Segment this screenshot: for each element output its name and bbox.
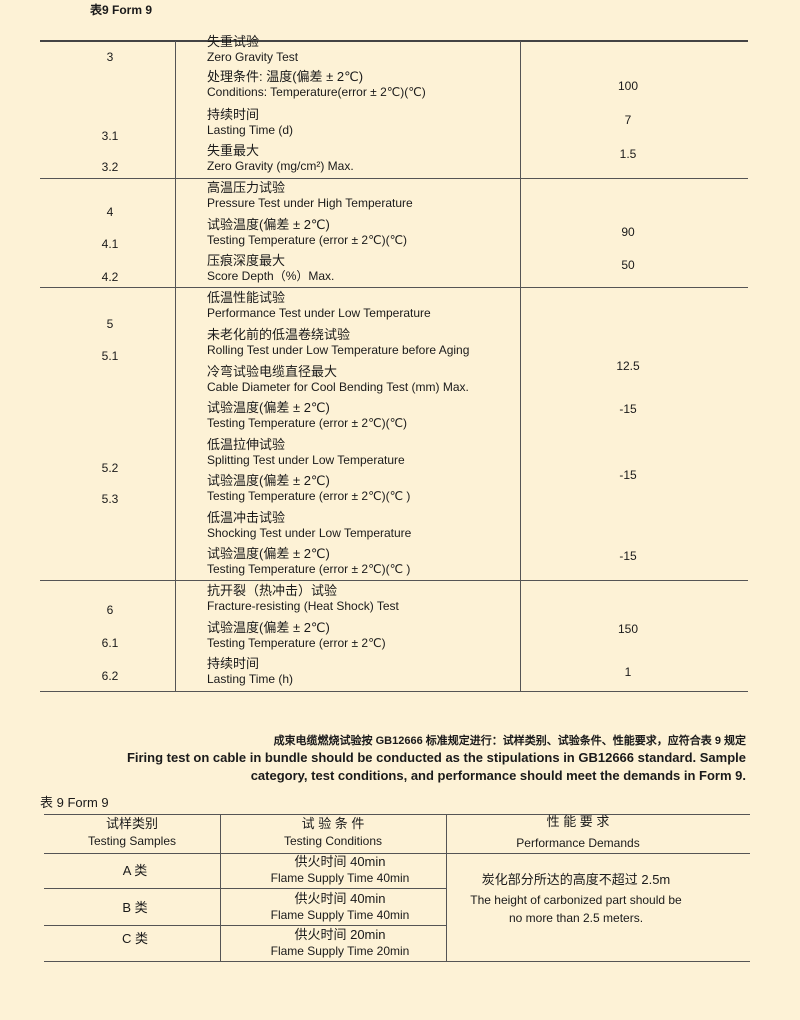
item-name-cn: 冷弯试验电缆直径最大 [207,364,338,379]
section-divider [40,580,748,581]
header-samples-cn: 试样类别 [105,816,159,831]
item-value: -15 [619,402,637,416]
top-caption: 表9 Form 9 [90,3,153,17]
item-value: 100 [617,79,639,93]
header-conditions-cn: 试 验 条 件 [301,816,365,831]
item-number: 3.1 [101,129,119,143]
item-name-cn: 试验温度(偏差 ± 2℃) [207,400,330,415]
item-name-en: Testing Temperature (error ± 2℃)(℃) [207,416,408,430]
item-name-cn: 未老化前的低温卷绕试验 [207,327,351,342]
condition-cn: 供火时间 40min [294,854,386,869]
item-number: 6.2 [101,669,119,683]
item-name-en: Zero Gravity (mg/cm²) Max. [207,159,354,173]
sample-b: B 类 [122,900,148,915]
condition-cn: 供火时间 40min [294,891,386,906]
item-name-en: Fracture-resisting (Heat Shock) Test [207,599,399,613]
item-number: 5 [106,317,114,331]
item-name-cn: 失重试验 [207,34,260,49]
demand-en-2: no more than 2.5 meters. [508,911,644,925]
item-value: 90 [621,225,635,239]
form9-bottom-rule [44,961,750,962]
item-name-cn: 试验温度(偏差 ± 2℃) [207,217,330,232]
column-divider [175,41,176,691]
item-name-cn: 高温压力试验 [207,180,286,195]
section-divider [40,287,748,288]
header-conditions-en: Testing Conditions [283,834,383,848]
item-name-en: Testing Temperature (error ± 2℃)(℃ ) [207,489,411,503]
item-name-en: Rolling Test under Low Temperature befor… [207,343,470,357]
item-name-en: Zero Gravity Test [207,50,299,64]
sample-a: A 类 [122,863,148,878]
form9-row-rule [44,888,446,889]
item-name-cn: 失重最大 [207,143,260,158]
item-number: 3 [106,50,114,64]
item-value: 12.5 [616,359,640,373]
item-name-cn: 持续时间 [207,656,260,671]
item-name-en: Score Depth（%）Max. [207,269,335,283]
demand-cn: 炭化部分所达的高度不超过 2.5m [481,872,671,887]
item-name-cn: 试验温度(偏差 ± 2℃) [207,546,330,561]
item-name-cn: 试验温度(偏差 ± 2℃) [207,473,330,488]
item-name-cn: 抗开裂（热冲击）试验 [207,583,338,598]
form9-caption: 表 9 Form 9 [40,795,109,810]
item-name-cn: 持续时间 [207,107,260,122]
form9-row-rule [44,925,446,926]
item-name-en: Testing Temperature (error ± 2℃)(℃) [207,233,408,247]
item-name-en: Testing Temperature (error ± 2℃)(℃ ) [207,562,411,576]
item-name-cn: 处理条件: 温度(偏差 ± 2℃) [207,69,364,84]
form9-top-rule [44,814,750,815]
item-name-en: Lasting Time (d) [207,123,294,137]
item-value: -15 [619,549,637,563]
header-samples-en: Testing Samples [87,834,177,848]
item-number: 4.2 [101,270,119,284]
item-value: -15 [619,468,637,482]
item-name-en: Conditions: Temperature(error ± 2℃)(℃) [207,85,426,99]
condition-en: Flame Supply Time 20min [270,944,410,958]
note-en-2: category, test conditions, and performan… [250,768,746,783]
item-value: 50 [621,258,635,272]
item-name-cn: 低温性能试验 [207,290,286,305]
item-number: 6 [106,603,114,617]
column-divider [220,814,221,961]
item-value: 150 [617,622,639,636]
item-name-cn: 低温拉伸试验 [207,437,286,452]
condition-en: Flame Supply Time 40min [270,908,410,922]
demand-en-1: The height of carbonized part should be [470,893,682,907]
item-name-en: Testing Temperature (error ± 2℃) [207,636,386,650]
item-number: 5.3 [101,492,119,506]
item-value: 7 [624,113,632,127]
item-number: 3.2 [101,160,119,174]
section-divider [40,178,748,179]
item-number: 4 [106,205,114,219]
sample-c: C 类 [121,931,149,946]
condition-en: Flame Supply Time 40min [270,871,410,885]
item-value: 1 [624,665,632,679]
item-name-en: Lasting Time (h) [207,672,294,686]
table-bottom-rule [40,691,748,692]
condition-cn: 供火时间 20min [294,927,386,942]
item-number: 5.1 [101,349,119,363]
item-name-cn: 试验温度(偏差 ± 2℃) [207,620,330,635]
column-divider [520,41,521,691]
note-cn: 成束电缆燃烧试验按 GB12666 标准规定进行：试样类别、试验条件、性能要求，… [273,735,746,747]
item-value: 1.5 [619,147,637,161]
item-name-cn: 低温冲击试验 [207,510,286,525]
note-en-1: Firing test on cable in bundle should be… [126,750,746,765]
item-number: 5.2 [101,461,119,475]
header-demands-cn: 性 能 要 求 [546,814,610,829]
column-divider [446,814,447,961]
item-number: 4.1 [101,237,119,251]
item-name-en: Performance Test under Low Temperature [207,306,431,320]
item-number: 6.1 [101,636,119,650]
table-top-rule [40,40,748,42]
item-name-en: Pressure Test under High Temperature [207,196,413,210]
item-name-en: Splitting Test under Low Temperature [207,453,405,467]
item-name-en: Shocking Test under Low Temperature [207,526,412,540]
form9-header-rule [44,853,750,854]
item-name-en: Cable Diameter for Cool Bending Test (mm… [207,380,469,394]
header-demands-en: Performance Demands [516,836,640,850]
item-name-cn: 压痕深度最大 [207,253,286,268]
